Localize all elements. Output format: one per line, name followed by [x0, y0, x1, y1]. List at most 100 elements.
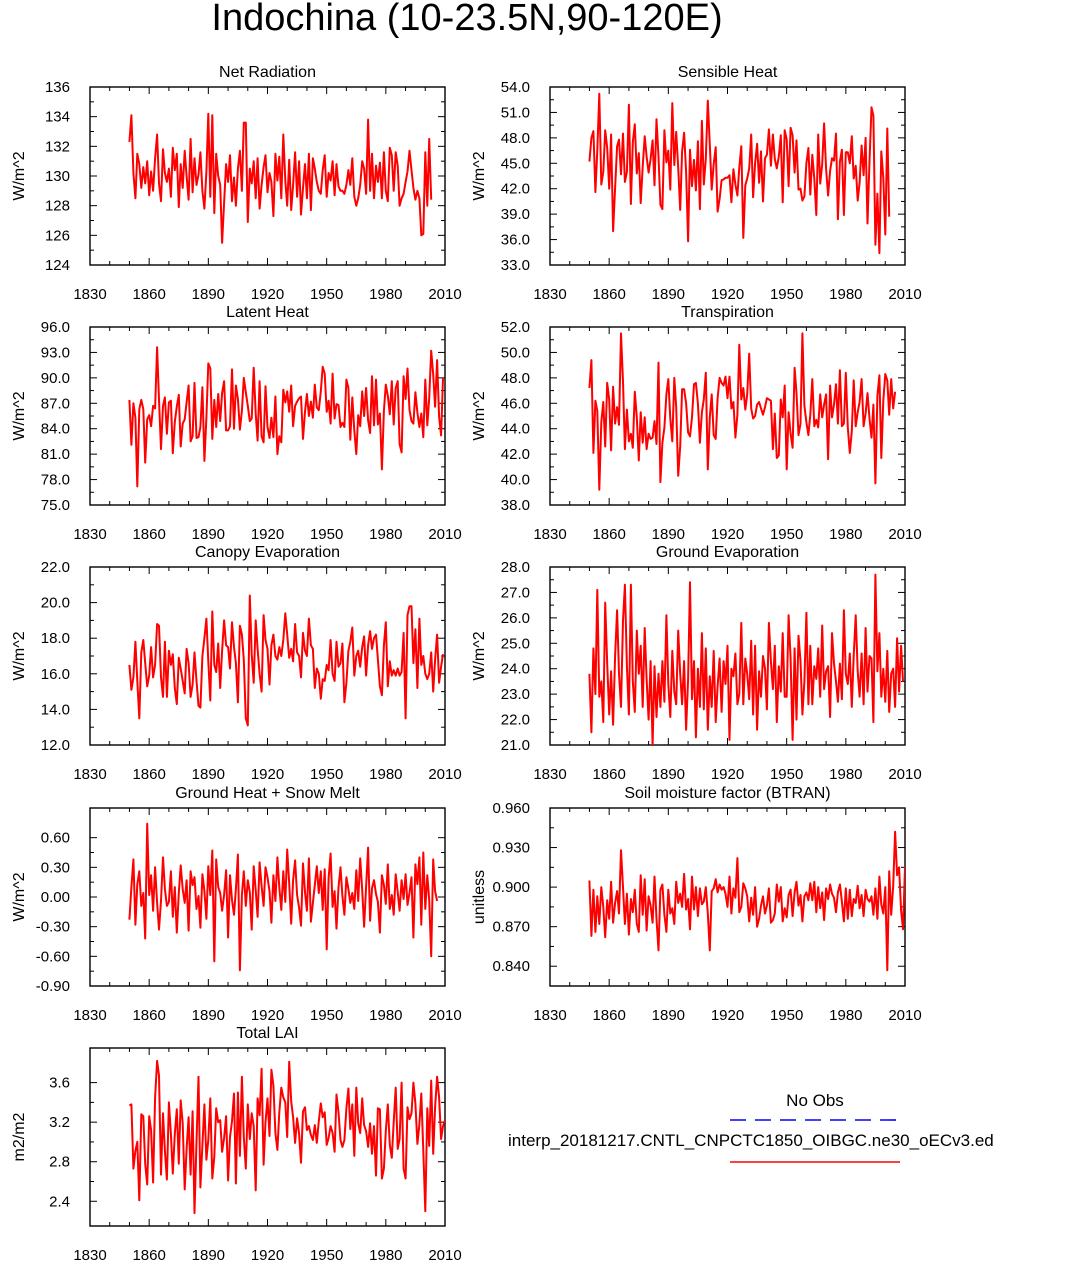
x-tick-label: 2010 — [888, 766, 921, 783]
y-axis-label: m2/m2 — [11, 1112, 28, 1161]
x-tick-label: 1890 — [192, 766, 225, 783]
panel-transpiration: 1830 1860 1890 1920 1950 1980 2010 38.0 40.0 42.0… — [471, 304, 922, 543]
panel-sensible-heat: 1830 1860 1890 1920 1950 1980 2010 33.0 36.0 39.0… — [471, 64, 922, 303]
x-tick-label: 2010 — [888, 526, 921, 543]
x-tick-label: 1890 — [192, 526, 225, 543]
x-tick-label: 2010 — [428, 526, 461, 543]
y-tick-label: -0.30 — [36, 919, 70, 936]
y-tick-label: 136 — [45, 79, 70, 96]
x-tick-label: 2010 — [428, 1247, 461, 1261]
panel-ground-heat-snow-melt: 1830 1860 1890 1920 1950 1980 2010 -0.90 -0.60 -0… — [11, 785, 462, 1024]
y-tick-label: 3.6 — [49, 1075, 70, 1092]
y-tick-label: 93.0 — [41, 344, 70, 361]
x-tick-label: 1920 — [251, 1007, 284, 1024]
y-tick-label: 54.0 — [501, 79, 530, 96]
x-tick-label: 2010 — [888, 286, 921, 303]
panels: 1830 1860 1890 1920 1950 1980 2010 124 126 128 130… — [11, 64, 922, 1261]
y-axis-label: W/m^2 — [471, 391, 488, 440]
y-tick-label: 78.0 — [41, 472, 70, 489]
x-tick-label: 1980 — [369, 766, 402, 783]
y-tick-label: 46.0 — [501, 395, 530, 412]
x-tick-label: 1830 — [73, 1007, 106, 1024]
y-axis-label: W/m^2 — [11, 631, 28, 680]
y-tick-label: 42.0 — [501, 181, 530, 198]
y-tick-label: 2.8 — [49, 1154, 70, 1171]
y-tick-label: 81.0 — [41, 446, 70, 463]
x-tick-label: 1860 — [132, 1247, 165, 1261]
y-tick-label: 50.0 — [501, 344, 530, 361]
x-tick-label: 1980 — [829, 766, 862, 783]
y-tick-label: 96.0 — [41, 319, 70, 336]
y-tick-label: 0.900 — [492, 879, 530, 896]
x-tick-label: 1980 — [369, 1007, 402, 1024]
y-tick-label: 39.0 — [501, 206, 530, 223]
y-tick-label: 28.0 — [501, 559, 530, 576]
y-tick-label: 0.930 — [492, 840, 530, 857]
x-tick-label: 1920 — [251, 1247, 284, 1261]
x-tick-label: 1860 — [132, 286, 165, 303]
x-tick-label: 1890 — [192, 286, 225, 303]
y-tick-label: 0.840 — [492, 958, 530, 975]
panel-title: Sensible Heat — [678, 64, 778, 81]
y-tick-label: 22.0 — [501, 712, 530, 729]
x-tick-label: 1890 — [652, 286, 685, 303]
y-tick-label: 22.0 — [41, 559, 70, 576]
x-tick-label: 1830 — [533, 526, 566, 543]
x-tick-label: 1920 — [711, 766, 744, 783]
series-line-net-radiation — [128, 112, 433, 244]
y-tick-label: 0.30 — [41, 859, 70, 876]
panel-title: Net Radiation — [219, 64, 316, 81]
series-line-canopy-evaporation — [128, 594, 444, 727]
y-tick-label: 21.0 — [501, 737, 530, 754]
y-tick-label: 51.0 — [501, 104, 530, 121]
x-tick-label: 1920 — [711, 526, 744, 543]
y-tick-label: 90.0 — [41, 370, 70, 387]
x-tick-label: 2010 — [428, 766, 461, 783]
y-axis-label: W/m^2 — [11, 872, 28, 921]
x-tick-label: 1950 — [310, 1247, 343, 1261]
panel-title: Soil moisture factor (BTRAN) — [624, 785, 830, 802]
x-tick-label: 1920 — [711, 286, 744, 303]
y-tick-label: 18.0 — [41, 630, 70, 647]
legend-model-label: interp_20181217.CNTL_CNPCTC1850_OIBGC.ne… — [508, 1131, 994, 1150]
panel-title: Total LAI — [236, 1025, 298, 1042]
panel-title: Latent Heat — [226, 304, 309, 321]
y-tick-label: 12.0 — [41, 737, 70, 754]
y-tick-label: 14.0 — [41, 701, 70, 718]
y-tick-label: 132 — [45, 138, 70, 155]
y-tick-label: 42.0 — [501, 446, 530, 463]
x-tick-label: 1830 — [73, 1247, 106, 1261]
figure-title: Indochina (10-23.5N,90-120E) — [211, 0, 722, 39]
series-line-ground-evaporation — [588, 573, 904, 745]
y-axis-label: unitless — [471, 870, 488, 924]
y-axis-label: W/m^2 — [471, 631, 488, 680]
panel-canopy-evaporation: 1830 1860 1890 1920 1950 1980 2010 12.0 14.0 16.0… — [11, 544, 462, 783]
y-tick-label: 126 — [45, 227, 70, 244]
y-tick-label: 52.0 — [501, 319, 530, 336]
x-tick-label: 1860 — [592, 526, 625, 543]
y-axis-label: W/m^2 — [11, 391, 28, 440]
x-tick-label: 1950 — [770, 1007, 803, 1024]
x-tick-label: 1830 — [533, 1007, 566, 1024]
x-tick-label: 1980 — [829, 286, 862, 303]
y-tick-label: 124 — [45, 257, 70, 274]
panel-net-radiation: 1830 1860 1890 1920 1950 1980 2010 124 126 128 130… — [11, 64, 462, 303]
y-tick-label: 128 — [45, 198, 70, 215]
y-tick-label: 20.0 — [41, 595, 70, 612]
y-tick-label: 38.0 — [501, 497, 530, 514]
x-tick-label: 1980 — [829, 1007, 862, 1024]
x-tick-label: 1950 — [310, 1007, 343, 1024]
y-tick-label: 2.4 — [49, 1193, 70, 1210]
x-tick-label: 1830 — [533, 286, 566, 303]
y-tick-label: 3.2 — [49, 1114, 70, 1131]
y-tick-label: 84.0 — [41, 421, 70, 438]
y-axis-label: W/m^2 — [471, 151, 488, 200]
y-tick-label: 33.0 — [501, 257, 530, 274]
y-tick-label: 48.0 — [501, 370, 530, 387]
x-tick-label: 1980 — [369, 526, 402, 543]
x-tick-label: 1950 — [770, 526, 803, 543]
x-tick-label: 1950 — [770, 766, 803, 783]
series-line-latent-heat — [128, 346, 444, 488]
y-tick-label: 134 — [45, 109, 70, 126]
